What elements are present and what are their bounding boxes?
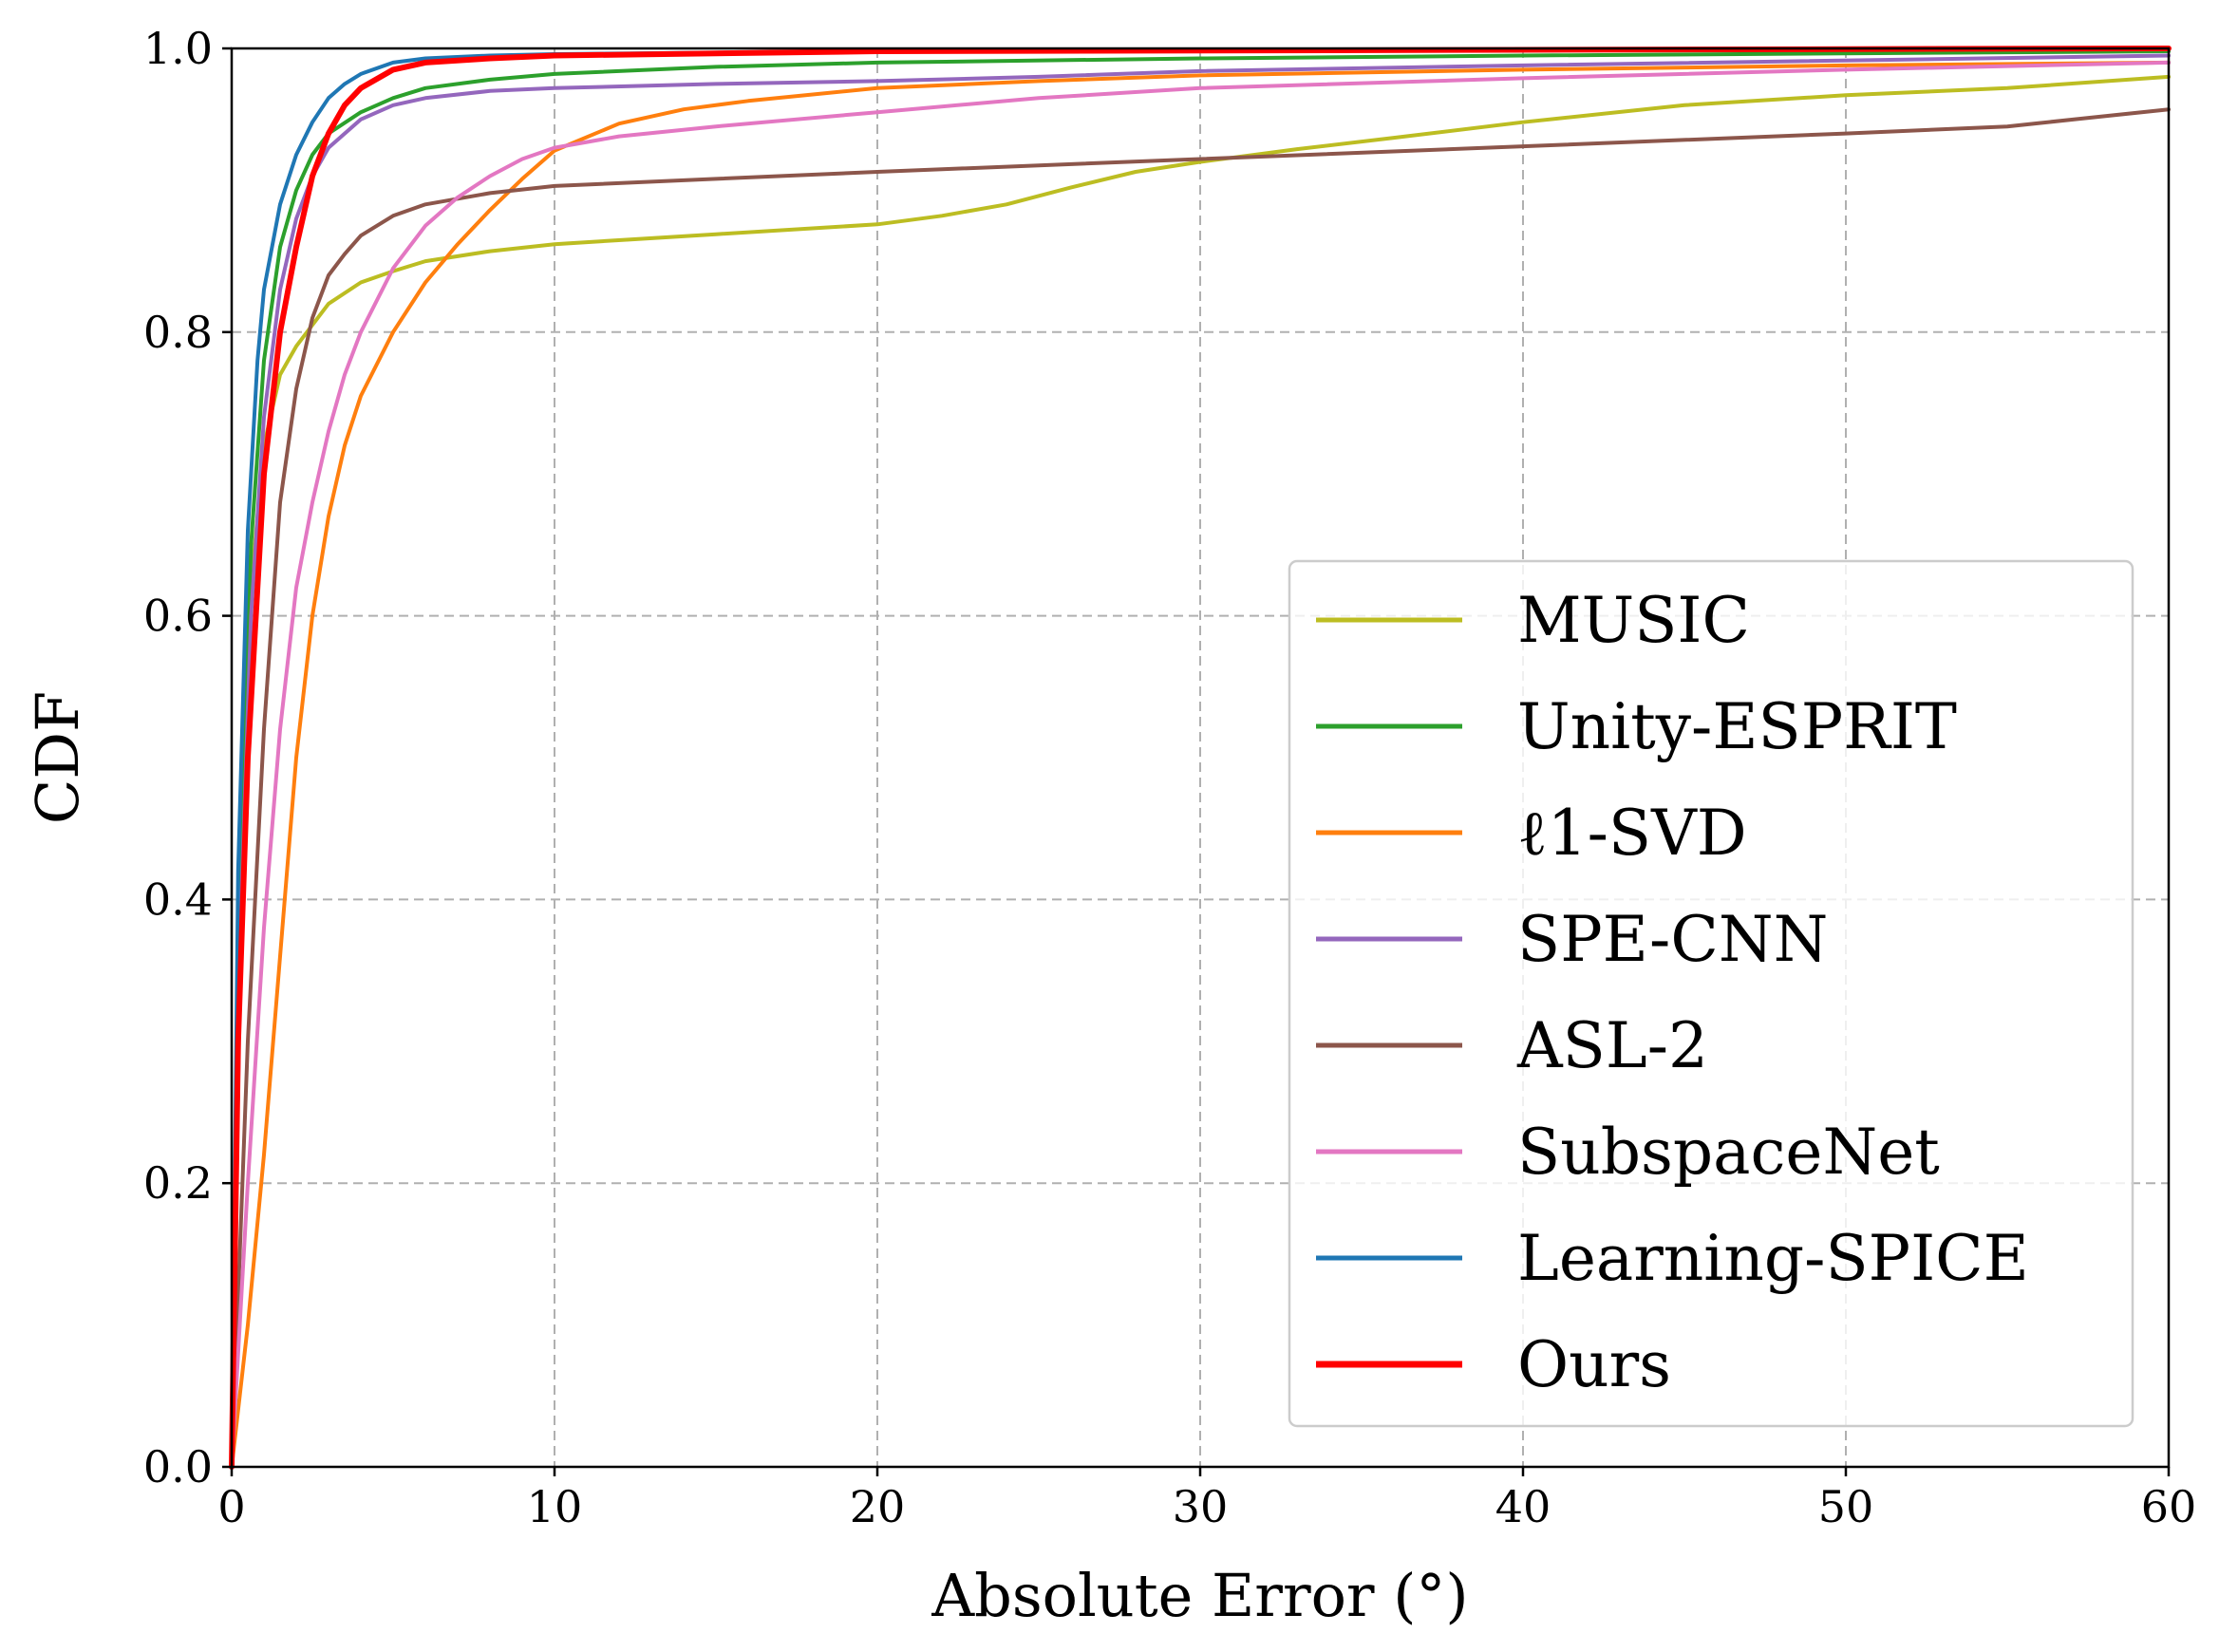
x-tick-label: 50 [1818,1481,1874,1532]
y-tick-label: 0.8 [143,307,213,358]
series-line [229,46,2172,1470]
series-line [230,60,2171,1469]
series-line [230,74,2171,1469]
y-tick-label: 1.0 [143,23,213,74]
y-axis-title: CDF [23,691,92,824]
legend-label: ASL-2 [1516,1009,1708,1082]
legend-label: Learning-SPICE [1517,1222,2029,1295]
x-axis-title: Absolute Error (°) [931,1561,1468,1630]
y-tick-label: 0.0 [143,1441,213,1492]
legend-box [1288,559,2134,1428]
series-line [230,60,2171,1469]
legend: MUSIC Unity-ESPRIT ℓ1-SVD SPE-CNN ASL-2 Subsp… [1288,559,2134,1428]
series-line [230,49,2171,1469]
x-tick-label: 40 [1495,1481,1551,1532]
series-line [230,107,2171,1469]
x-tick-label: 10 [527,1481,583,1532]
x-tick-label: 30 [1173,1481,1229,1532]
series-lines [229,46,2172,1470]
x-axis-ticks: 0 10 20 30 40 50 60 [217,1467,2196,1532]
x-tick-label: 0 [217,1481,245,1532]
legend-label: MUSIC [1517,584,1750,657]
y-tick-label: 0.6 [143,591,213,642]
legend-label: Unity-ESPRIT [1517,690,1957,763]
legend-label: Ours [1517,1328,1671,1401]
y-tick-label: 0.4 [143,873,213,925]
series-line [230,53,2171,1469]
legend-label: SubspaceNet [1517,1116,1940,1189]
y-axis-ticks: 0.0 0.2 0.4 0.6 0.8 1.0 [143,23,232,1492]
legend-label: SPE-CNN [1517,903,1828,976]
legend-label: ℓ1-SVD [1517,797,1747,870]
x-tick-label: 20 [850,1481,906,1532]
y-tick-label: 0.2 [143,1157,213,1209]
x-tick-label: 60 [2141,1481,2197,1532]
